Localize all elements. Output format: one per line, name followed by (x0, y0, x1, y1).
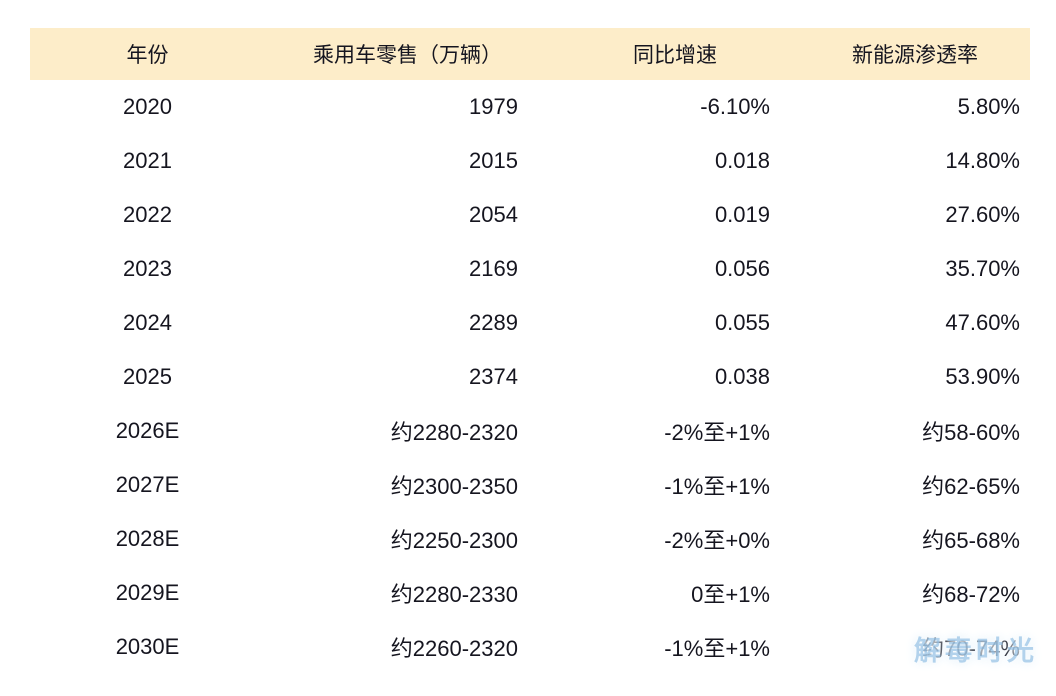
table-row: 2020 1979 -6.10% 5.80% (30, 80, 1030, 134)
table-cell: 2024 (123, 310, 172, 335)
table-cell: 2054 (469, 202, 518, 227)
table-cell: 2030E (115, 634, 180, 659)
table-cell: 2029E (115, 580, 180, 605)
table-body: 2020 1979 -6.10% 5.80% 2021 2015 0.018 14.80% 20… (30, 80, 1030, 674)
table-cell: 0.019 (714, 202, 770, 227)
table-cell: 约65-68% (922, 528, 1020, 553)
table-row: 2023 2169 0.056 35.70% (30, 242, 1030, 296)
table-cell: -6.10% (700, 94, 770, 119)
table-row: 2027E 约2300-2350 -1%至+1% 约62-65% (30, 458, 1030, 512)
table-row: 2025 2374 0.038 53.90% (30, 350, 1030, 404)
table-cell: 47.60% (945, 310, 1020, 335)
table-cell: 约2280-2330 (390, 582, 518, 607)
table-cell: 0至+1% (691, 582, 770, 607)
table-cell: 2021 (123, 148, 172, 173)
column-header-nev-penetration: 新能源渗透率 (800, 28, 1030, 80)
column-header-yoy-growth: 同比增速 (550, 28, 800, 80)
table-cell: 2015 (469, 148, 518, 173)
table-cell: 2028E (115, 526, 180, 551)
table-cell: 约62-65% (922, 474, 1020, 499)
table-row: 2024 2289 0.055 47.60% (30, 296, 1030, 350)
table-cell: 2169 (469, 256, 518, 281)
table-cell: 2023 (123, 256, 172, 281)
table-row: 2028E 约2250-2300 -2%至+0% 约65-68% (30, 512, 1030, 566)
table-cell: -1%至+1% (664, 474, 770, 499)
table-header-row: 年份 乘用车零售（万辆） 同比增速 新能源渗透率 (30, 28, 1030, 80)
table-cell: 2020 (123, 94, 172, 119)
table-cell: 约2300-2350 (390, 474, 518, 499)
table-cell: 0.056 (714, 256, 770, 281)
table-cell: 14.80% (945, 148, 1020, 173)
table-row: 2021 2015 0.018 14.80% (30, 134, 1030, 188)
column-header-retail: 乘用车零售（万辆） (265, 28, 550, 80)
table-cell: 0.018 (714, 148, 770, 173)
table-cell: 27.60% (945, 202, 1020, 227)
table-cell: -2%至+0% (664, 528, 770, 553)
table-cell: 约2280-2320 (390, 420, 518, 445)
table-cell: 2022 (123, 202, 172, 227)
table-cell: 约2250-2300 (390, 528, 518, 553)
table-cell: 约58-60% (922, 420, 1020, 445)
table-cell: -2%至+1% (664, 420, 770, 445)
table-row: 2026E 约2280-2320 -2%至+1% 约58-60% (30, 404, 1030, 458)
table-cell: 1979 (469, 94, 518, 119)
table-cell: 约68-72% (922, 582, 1020, 607)
table-cell: 约2260-2320 (390, 636, 518, 661)
column-header-year: 年份 (30, 28, 265, 80)
data-table-container: 年份 乘用车零售（万辆） 同比增速 新能源渗透率 2020 1979 -6.10% 5… (30, 28, 1030, 674)
table-row: 2022 2054 0.019 27.60% (30, 188, 1030, 242)
table-cell: 5.80% (957, 94, 1020, 119)
table-cell: 0.055 (714, 310, 770, 335)
table-cell: 约70-74% (922, 636, 1020, 661)
table-cell: 2374 (469, 364, 518, 389)
table-cell: 53.90% (945, 364, 1020, 389)
table-cell: 35.70% (945, 256, 1020, 281)
data-table: 年份 乘用车零售（万辆） 同比增速 新能源渗透率 2020 1979 -6.10% 5… (30, 28, 1030, 674)
table-row: 2030E 约2260-2320 -1%至+1% 约70-74% (30, 620, 1030, 674)
table-cell: 2026E (115, 418, 180, 443)
table-cell: 2027E (115, 472, 180, 497)
table-cell: 0.038 (714, 364, 770, 389)
table-cell: 2025 (123, 364, 172, 389)
table-cell: -1%至+1% (664, 636, 770, 661)
table-row: 2029E 约2280-2330 0至+1% 约68-72% (30, 566, 1030, 620)
table-cell: 2289 (469, 310, 518, 335)
table-header: 年份 乘用车零售（万辆） 同比增速 新能源渗透率 (30, 28, 1030, 80)
